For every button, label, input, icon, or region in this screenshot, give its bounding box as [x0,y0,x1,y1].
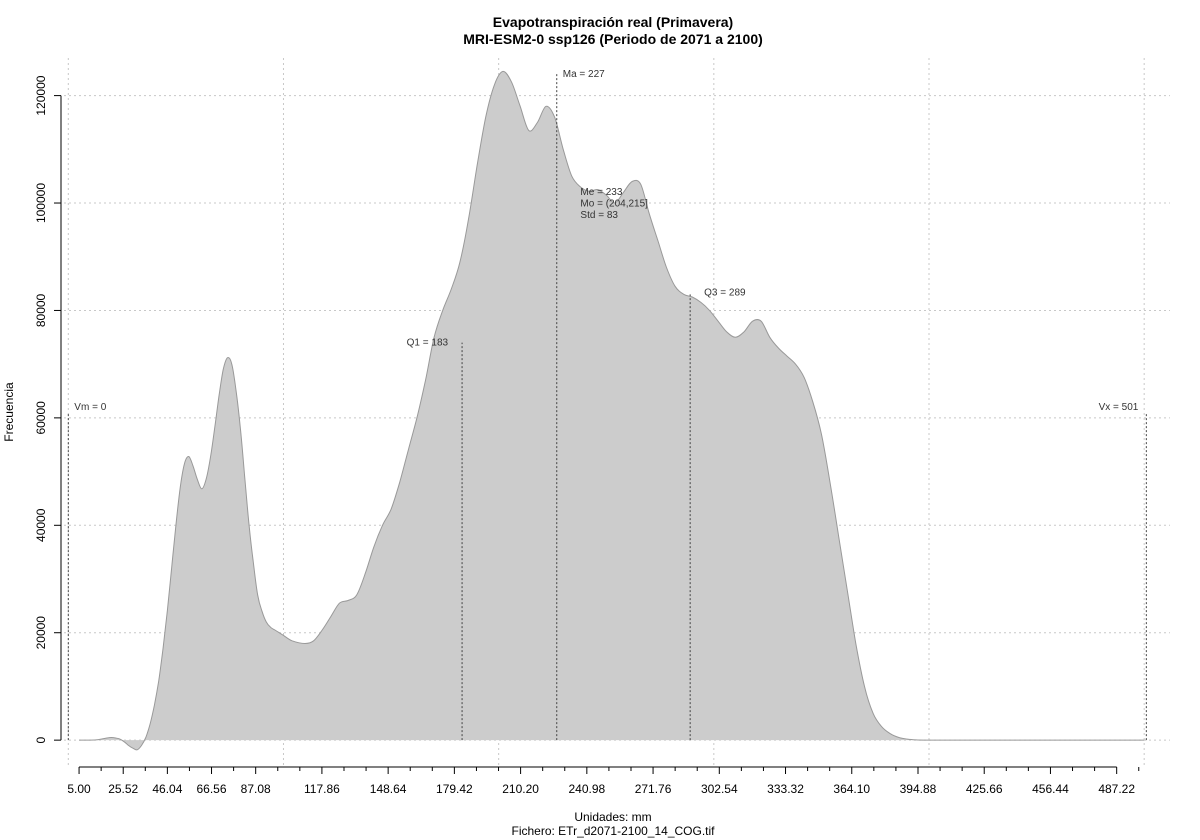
y-tick-label: 60000 [34,401,48,435]
chart-subtitle: MRI-ESM2-0 ssp126 (Periodo de 2071 a 210… [463,31,763,47]
y-tick-label: 120000 [34,75,48,115]
stat-label: Q1 = 183 [407,337,449,348]
x-tick-label: 240.98 [568,782,605,796]
stats-line: Me = 233 [580,187,622,198]
x-tick-label: 487.22 [1098,782,1135,796]
stat-label: Q3 = 289 [704,287,746,298]
x-tick-label: 87.08 [241,782,271,796]
y-tick-label: 100000 [34,183,48,223]
x-tick-label: 210.20 [502,782,539,796]
x-tick-label: 364.10 [833,782,870,796]
file-caption: Fichero: ETr_d2071-2100_14_COG.tif [512,824,716,838]
x-tick-label: 394.88 [900,782,937,796]
area-fill [79,71,1145,750]
x-tick-label: 46.04 [152,782,182,796]
x-tick-label: 25.52 [108,782,138,796]
stat-label: Vx = 501 [1099,402,1139,413]
chart-title: Evapotranspiración real (Primavera) [493,14,733,30]
x-tick-label: 179.42 [436,782,473,796]
stat-label: Ma = 227 [563,69,605,80]
x-tick-label: 425.66 [966,782,1003,796]
stat-label: Vm = 0 [74,402,106,413]
x-tick-label: 333.32 [767,782,804,796]
axes: 0 20000 40000 60000 80000 100000 120000 5.00 25.… [34,75,1140,796]
x-tick-label: 302.54 [701,782,738,796]
y-tick-label: 20000 [34,616,48,650]
annotations: Vm = 0 Q1 = 183 Ma = 227 Q3 = 289 Vx = 501 Me… [67,69,1147,741]
x-tick-label: 5.00 [67,782,91,796]
stats-line: Std = 83 [580,210,618,221]
y-tick-label: 0 [34,736,48,743]
y-tick-label: 80000 [34,293,48,327]
stats-line: Mo = (204,215] [580,198,648,209]
y-tick-label: 40000 [34,508,48,542]
area-outline [79,70,1145,751]
y-axis-label: Frecuencia [2,382,16,442]
x-tick-label: 66.56 [197,782,227,796]
plot-area [79,70,1145,751]
x-tick-label: 456.44 [1032,782,1069,796]
x-axis-label: Unidades: mm [574,810,651,824]
x-tick-label: 271.76 [635,782,672,796]
x-tick-label: 148.64 [370,782,407,796]
x-tick-label: 117.86 [304,782,340,796]
